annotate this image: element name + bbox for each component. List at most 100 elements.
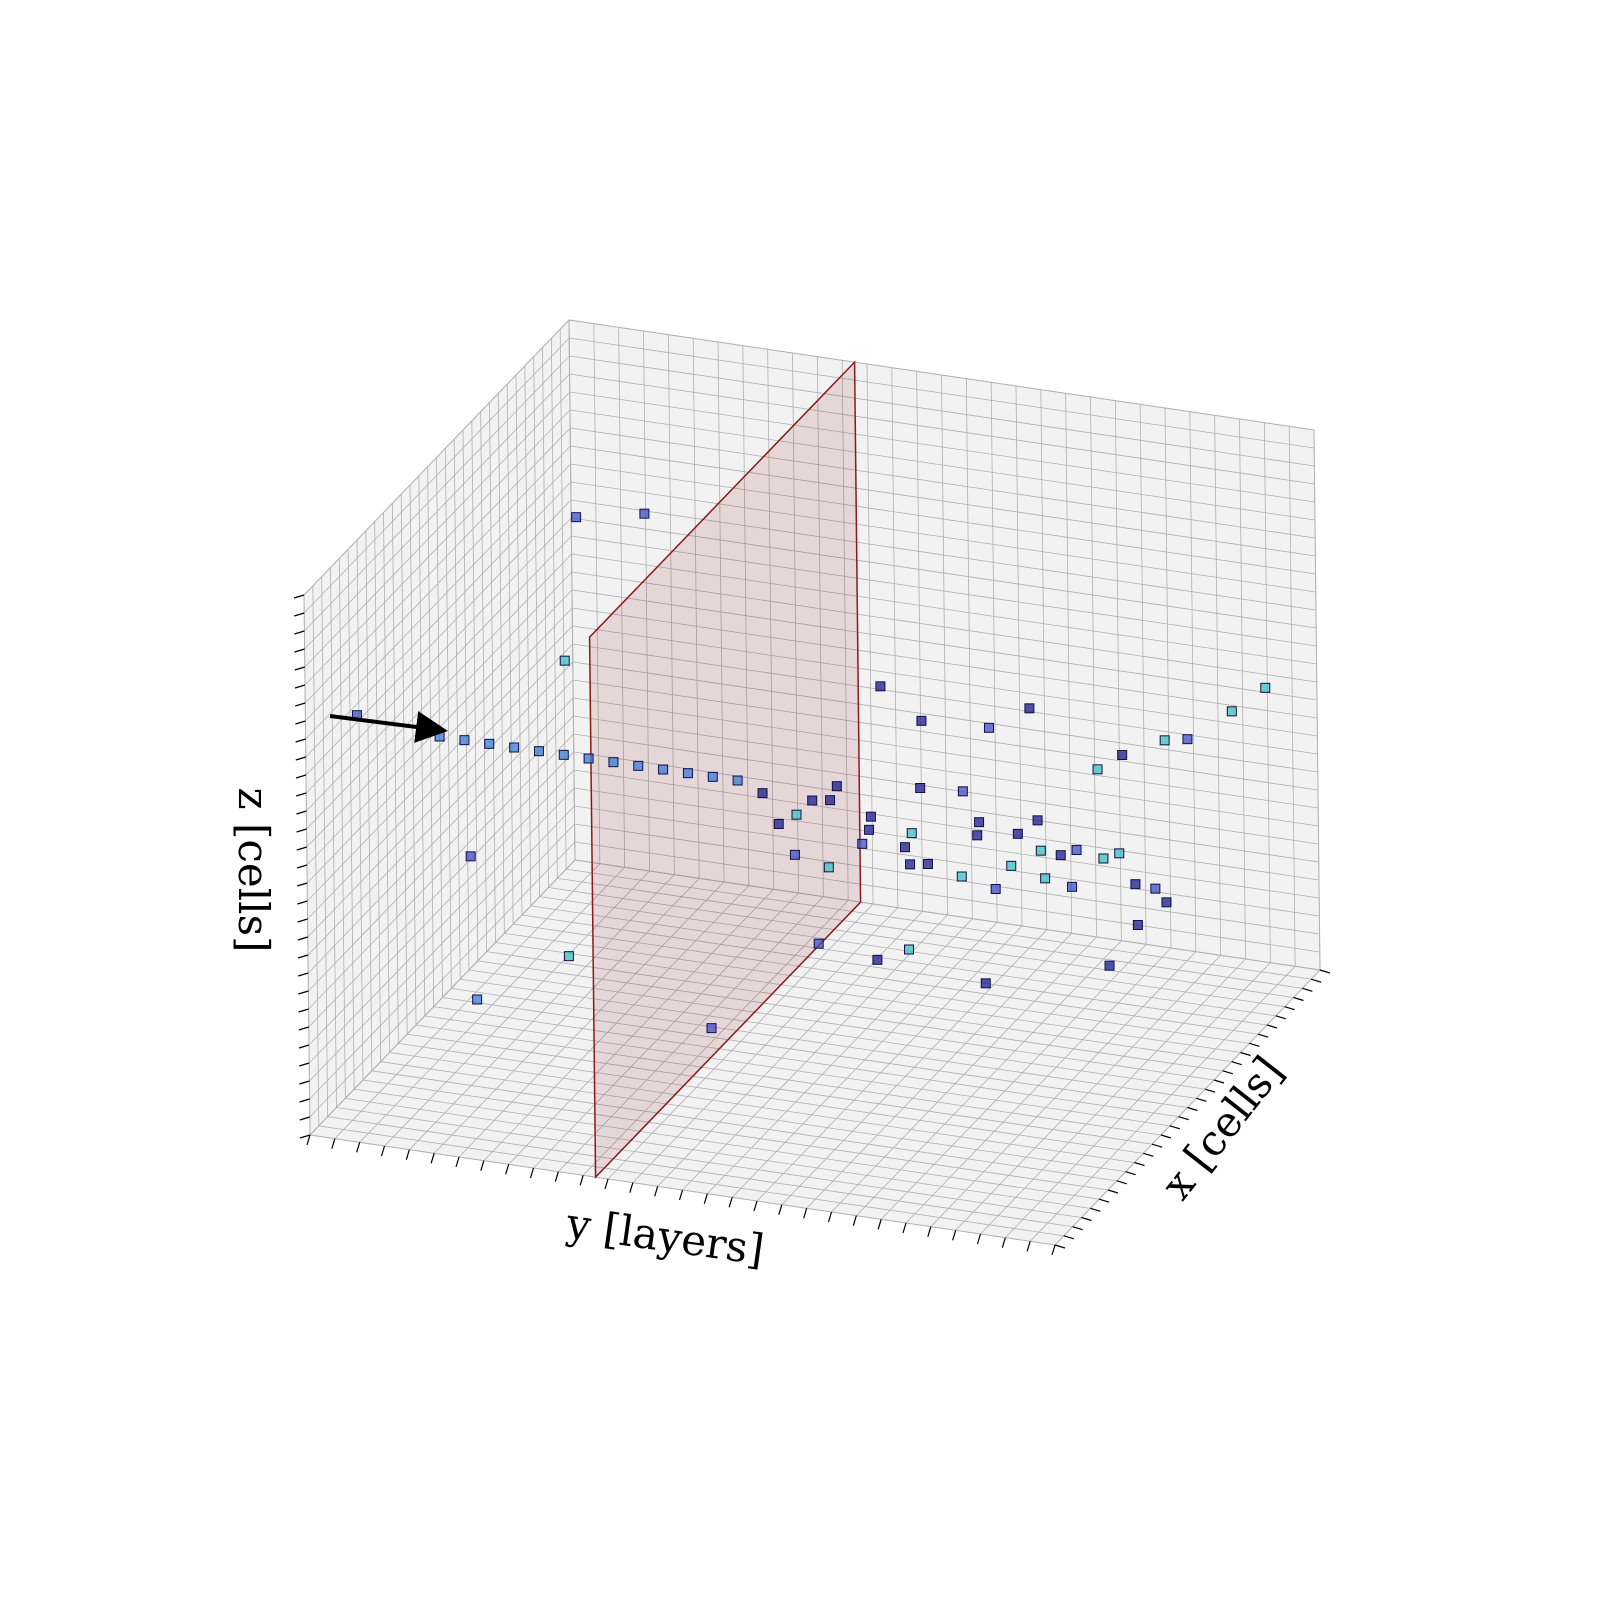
hit [558,749,569,760]
hit [1159,735,1170,746]
tick-mark [1196,1097,1207,1102]
hit [813,938,824,949]
hit [857,838,868,849]
tick-mark [1160,1134,1172,1139]
highlight-plane [588,360,862,1180]
hit [1114,848,1125,859]
tick-mark [1054,1244,1066,1249]
grid-line [458,881,725,1158]
tick-mark [297,954,309,959]
grid-line [569,409,1316,521]
tick-mark [1081,1216,1092,1222]
grid-line [905,947,1172,1224]
hit [1006,860,1017,871]
grid-line [1005,962,1271,1238]
grid-line [305,481,572,758]
hit [459,735,470,746]
tick-mark [294,666,305,671]
grid-line [307,661,574,938]
tick-mark [297,882,308,887]
hit [533,746,544,757]
tick-mark [296,846,307,851]
hit [922,859,933,869]
tick-mark [298,1026,309,1031]
tick-mark [295,720,306,725]
tick-mark [852,1215,857,1226]
hit [875,681,886,692]
tick-mark [554,1171,559,1182]
tick-mark [299,1116,310,1121]
grid-line [308,733,574,1010]
tick-mark [480,1160,485,1171]
tick-mark [380,1145,386,1157]
hit [706,1023,717,1034]
tick-mark [294,648,305,653]
grid-line [305,463,571,740]
tick-mark [1125,1171,1136,1176]
grid-line [781,929,1048,1205]
tick-mark [297,900,308,905]
tick-mark [331,1138,336,1149]
grid-line [573,733,1319,845]
tick-mark [298,972,309,977]
hit [990,884,1001,894]
grid-line [570,427,1316,539]
grid-line [303,337,570,614]
tick-mark [295,738,306,743]
grid-line [831,936,1097,1213]
hit [639,508,650,519]
tick-mark [295,756,306,761]
grid-line [305,499,572,776]
grid-line [569,373,1315,485]
tick-mark [294,630,305,635]
points [351,508,1271,1034]
hit [956,871,967,882]
grid-line [308,769,575,1046]
grid-line [307,643,573,920]
hit [1132,920,1143,930]
tick-mark [306,1134,311,1146]
hit [1055,850,1066,861]
hit [707,771,718,782]
grid-line [806,933,1072,1209]
grid-line [309,823,575,1100]
hit [825,795,836,806]
grid-line [304,355,570,632]
grid-line [707,918,973,1194]
grid-line [303,319,570,596]
grid-line [572,679,1319,791]
grid-line [309,859,576,1136]
grid-line [570,445,1316,557]
hit [980,978,991,989]
tick-mark [295,702,306,707]
grid-line [306,553,572,830]
grid-line [570,463,1316,575]
tick-mark [1063,1235,1075,1240]
tick-mark [430,1153,435,1164]
tick-mark [505,1164,510,1175]
hit [1130,879,1141,890]
tick-mark [579,1175,584,1186]
tick-mark [296,810,307,815]
grid-line [569,337,1315,449]
grid-line [433,878,700,1154]
hit [1024,703,1035,714]
hit [732,775,743,786]
grid-line [508,889,774,1165]
hit [983,722,994,733]
tick-mark [1026,1241,1031,1252]
tick-mark [297,918,308,923]
tick-mark [1293,996,1304,1002]
grid-line [571,517,1317,629]
tick-mark [299,1098,310,1103]
tick-mark [678,1189,684,1201]
grid-line [582,900,849,1176]
tick-mark [1204,1088,1216,1093]
grid-line [308,787,575,1064]
tick-mark [294,612,305,617]
tick-mark [1266,1024,1278,1029]
hit [1150,883,1161,894]
grid-line [569,391,1315,503]
grid-line [568,319,1315,431]
grid-line [569,355,1315,467]
